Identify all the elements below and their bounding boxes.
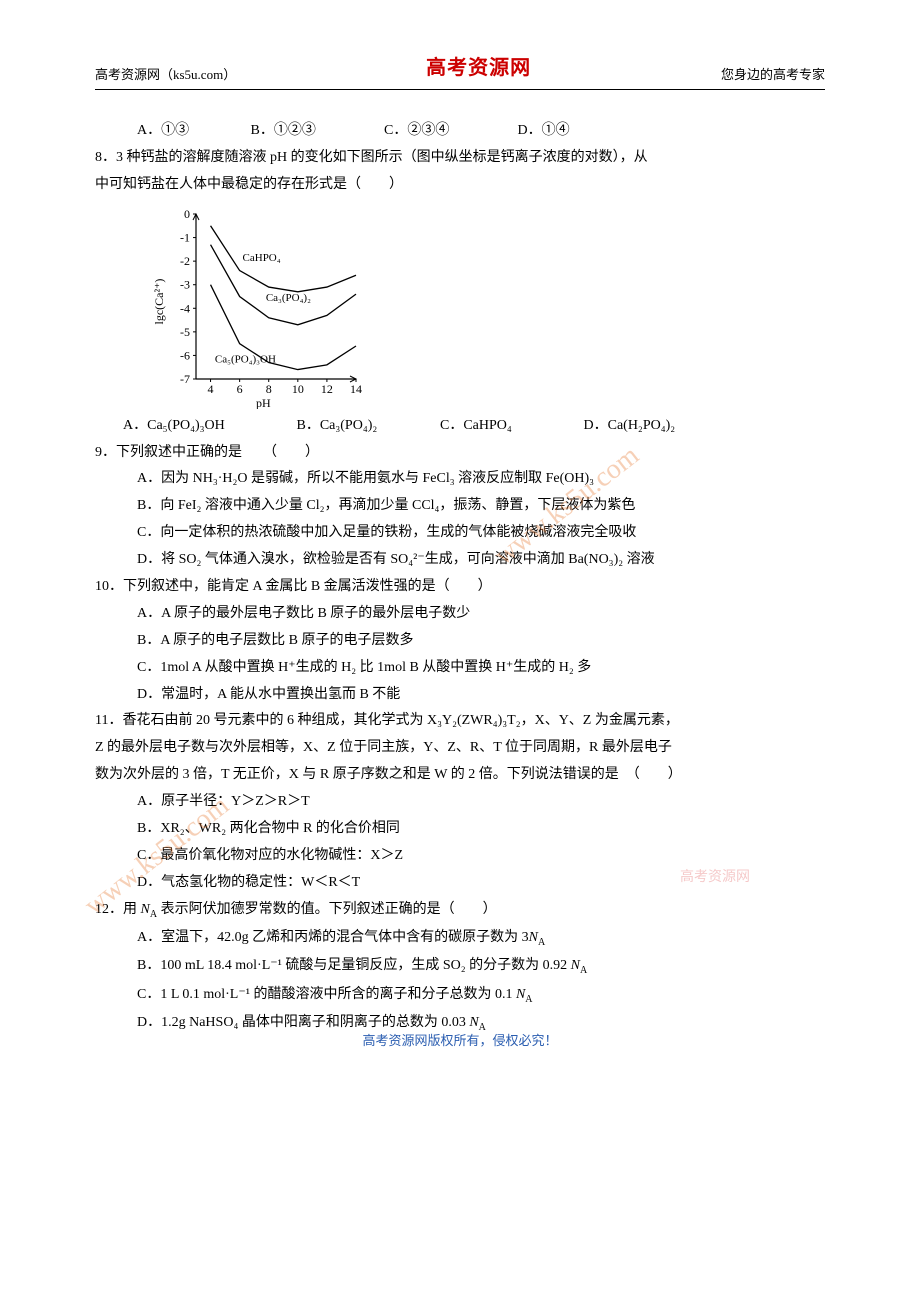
header-left: 高考资源网（ks5u.com） (95, 63, 236, 87)
q12-b-na: N (571, 958, 580, 973)
q7-d-label: D． (518, 123, 542, 138)
q10-a: A．A 原子的最外层电子数比 B 原子的最外层电子数少 (95, 601, 825, 627)
q12-a-pre: A．室温下，42.0g 乙烯和丙烯的混合气体中含有的碳原子数为 3 (137, 930, 529, 945)
q8-options: A．Ca₅(PO₄)₃OH B．Ca₃(PO₄)₂ C．CaHPO₄ D．Ca(… (95, 413, 825, 439)
q9-c: C．向一定体积的热浓硫酸中加入足量的铁粉，生成的气体能被烧碱溶液完全吸收 (95, 520, 825, 546)
q8-d: D．Ca(H₂PO₄)₂ (584, 413, 676, 439)
q7-b-label: B． (251, 123, 274, 138)
q9-d: D．将 SO₂ 气体通入溴水，欲检验是否有 SO₄²⁻生成，可向溶液中滴加 Ba… (95, 547, 825, 573)
q8-c: C．CaHPO₄ (440, 413, 580, 439)
q12-b-na-sub: A (580, 965, 587, 976)
q12-d-na: N (469, 1015, 478, 1030)
chart-svg: 0 -1 -2 -3 -4 -5 -6 -7 4 6 8 10 12 14 pH lgc(Ca²⁺) CaHPO… (151, 204, 381, 409)
q8-chart: 0 -1 -2 -3 -4 -5 -6 -7 4 6 8 10 12 14 pH lgc(Ca²⁺) CaHPO… (151, 204, 381, 409)
q7-c: ②③④ (407, 123, 449, 138)
q8-b: B．Ca₃(PO₄)₂ (297, 413, 437, 439)
q12-a-na: N (529, 930, 538, 945)
svg-text:Ca₅(PO₄)₃OH: Ca₅(PO₄)₃OH (215, 353, 276, 365)
header-center: 高考资源网 (426, 50, 531, 87)
svg-text:lgc(Ca²⁺): lgc(Ca²⁺) (152, 278, 166, 324)
svg-text:6: 6 (237, 382, 243, 396)
q12-a-na-sub: A (538, 937, 545, 948)
q12-na-sub: A (150, 909, 157, 920)
q10-c: C．1mol A 从酸中置换 H⁺生成的 H₂ 比 1mol B 从酸中置换 H… (95, 655, 825, 681)
q10-b: B．A 原子的电子层数比 B 原子的电子层数多 (95, 628, 825, 654)
svg-text:pH: pH (256, 396, 271, 409)
q12-stem-pre: 12．用 (95, 902, 141, 917)
q12-c-pre: C．1 L 0.1 mol·L⁻¹ 的醋酸溶液中所含的离子和分子总数为 0.1 (137, 987, 516, 1002)
svg-text:14: 14 (350, 382, 362, 396)
q12-c: C．1 L 0.1 mol·L⁻¹ 的醋酸溶液中所含的离子和分子总数为 0.1 … (95, 982, 825, 1009)
page-footer: 高考资源网版权所有，侵权必究！ (0, 1029, 920, 1053)
q10-d: D．常温时，A 能从水中置换出氢而 B 不能 (95, 682, 825, 708)
svg-text:-1: -1 (180, 230, 190, 244)
q12-stem: 12．用 NA 表示阿伏加德罗常数的值。下列叙述正确的是（ ） (95, 897, 825, 924)
q7-options: A．①③ B．①②③ C．②③④ D．①④ (95, 118, 825, 144)
q11-stem1: 11．香花石由前 20 号元素中的 6 种组成，其化学式为 X₃Y₂(ZWR₄)… (95, 708, 825, 734)
svg-text:-7: -7 (180, 372, 190, 386)
svg-text:-2: -2 (180, 254, 190, 268)
svg-text:4: 4 (208, 382, 214, 396)
q12-c-na: N (516, 987, 525, 1002)
q7-a: ①③ (161, 123, 189, 138)
svg-text:-3: -3 (180, 277, 190, 291)
svg-text:CaHPO₄: CaHPO₄ (243, 252, 281, 264)
q7-d: ①④ (542, 123, 570, 138)
q12-b-pre: B．100 mL 18.4 mol·L⁻¹ 硫酸与足量铜反应，生成 SO₂ 的分… (137, 958, 571, 973)
q12-c-na-sub: A (525, 993, 532, 1004)
q9-b: B．向 FeI₂ 溶液中通入少量 Cl₂，再滴加少量 CCl₄，振荡、静置，下层… (95, 493, 825, 519)
q12-a: A．室温下，42.0g 乙烯和丙烯的混合气体中含有的碳原子数为 3NA (95, 925, 825, 952)
q12-b: B．100 mL 18.4 mol·L⁻¹ 硫酸与足量铜反应，生成 SO₂ 的分… (95, 953, 825, 980)
svg-text:-5: -5 (180, 325, 190, 339)
q11-b: B．XR₂、WR₂ 两化合物中 R 的化合价相同 (95, 816, 825, 842)
svg-text:12: 12 (321, 382, 333, 396)
svg-text:8: 8 (266, 382, 272, 396)
svg-text:Ca₃(PO₄)₂: Ca₃(PO₄)₂ (266, 292, 311, 304)
q8-a: A．Ca₅(PO₄)₃OH (123, 413, 293, 439)
svg-text:0: 0 (184, 207, 190, 221)
q8-stem-line1: 8．3 种钙盐的溶解度随溶液 pH 的变化如下图所示（图中纵坐标是钙离子浓度的对… (95, 145, 825, 171)
q11-a: A．原子半径：Y＞Z＞R＞T (95, 789, 825, 815)
svg-text:-4: -4 (180, 301, 190, 315)
q7-c-label: C． (384, 123, 407, 138)
q12-stem-post: 表示阿伏加德罗常数的值。下列叙述正确的是（ ） (157, 902, 497, 917)
q11-stem2: Z 的最外层电子数与次外层相等，X、Z 位于同主族，Y、Z、R、T 位于同周期，… (95, 735, 825, 761)
q11-stem3: 数为次外层的 3 倍，T 无正价，X 与 R 原子序数之和是 W 的 2 倍。下… (95, 762, 825, 788)
q10-stem: 10．下列叙述中，能肯定 A 金属比 B 金属活泼性强的是（ ） (95, 574, 825, 600)
svg-text:10: 10 (292, 382, 304, 396)
page-header: 高考资源网（ks5u.com） 高考资源网 您身边的高考专家 (95, 50, 825, 90)
q12-na: N (141, 902, 150, 917)
header-right: 您身边的高考专家 (721, 63, 825, 87)
svg-text:-6: -6 (180, 348, 190, 362)
q7-b: ①②③ (274, 123, 316, 138)
q7-a-label: A． (137, 123, 161, 138)
q12-d-pre: D．1.2g NaHSO₄ 晶体中阳离子和阴离子的总数为 0.03 (137, 1015, 469, 1030)
q9-a: A．因为 NH₃·H₂O 是弱碱，所以不能用氨水与 FeCl₃ 溶液反应制取 F… (95, 466, 825, 492)
q8-stem-line2: 中可知钙盐在人体中最稳定的存在形式是（ ） (95, 172, 825, 198)
q11-d: D．气态氢化物的稳定性：W＜R＜T (95, 870, 825, 896)
q11-c: C．最高价氧化物对应的水化物碱性：X＞Z (95, 843, 825, 869)
q9-stem: 9．下列叙述中正确的是 （ ） (95, 440, 825, 466)
